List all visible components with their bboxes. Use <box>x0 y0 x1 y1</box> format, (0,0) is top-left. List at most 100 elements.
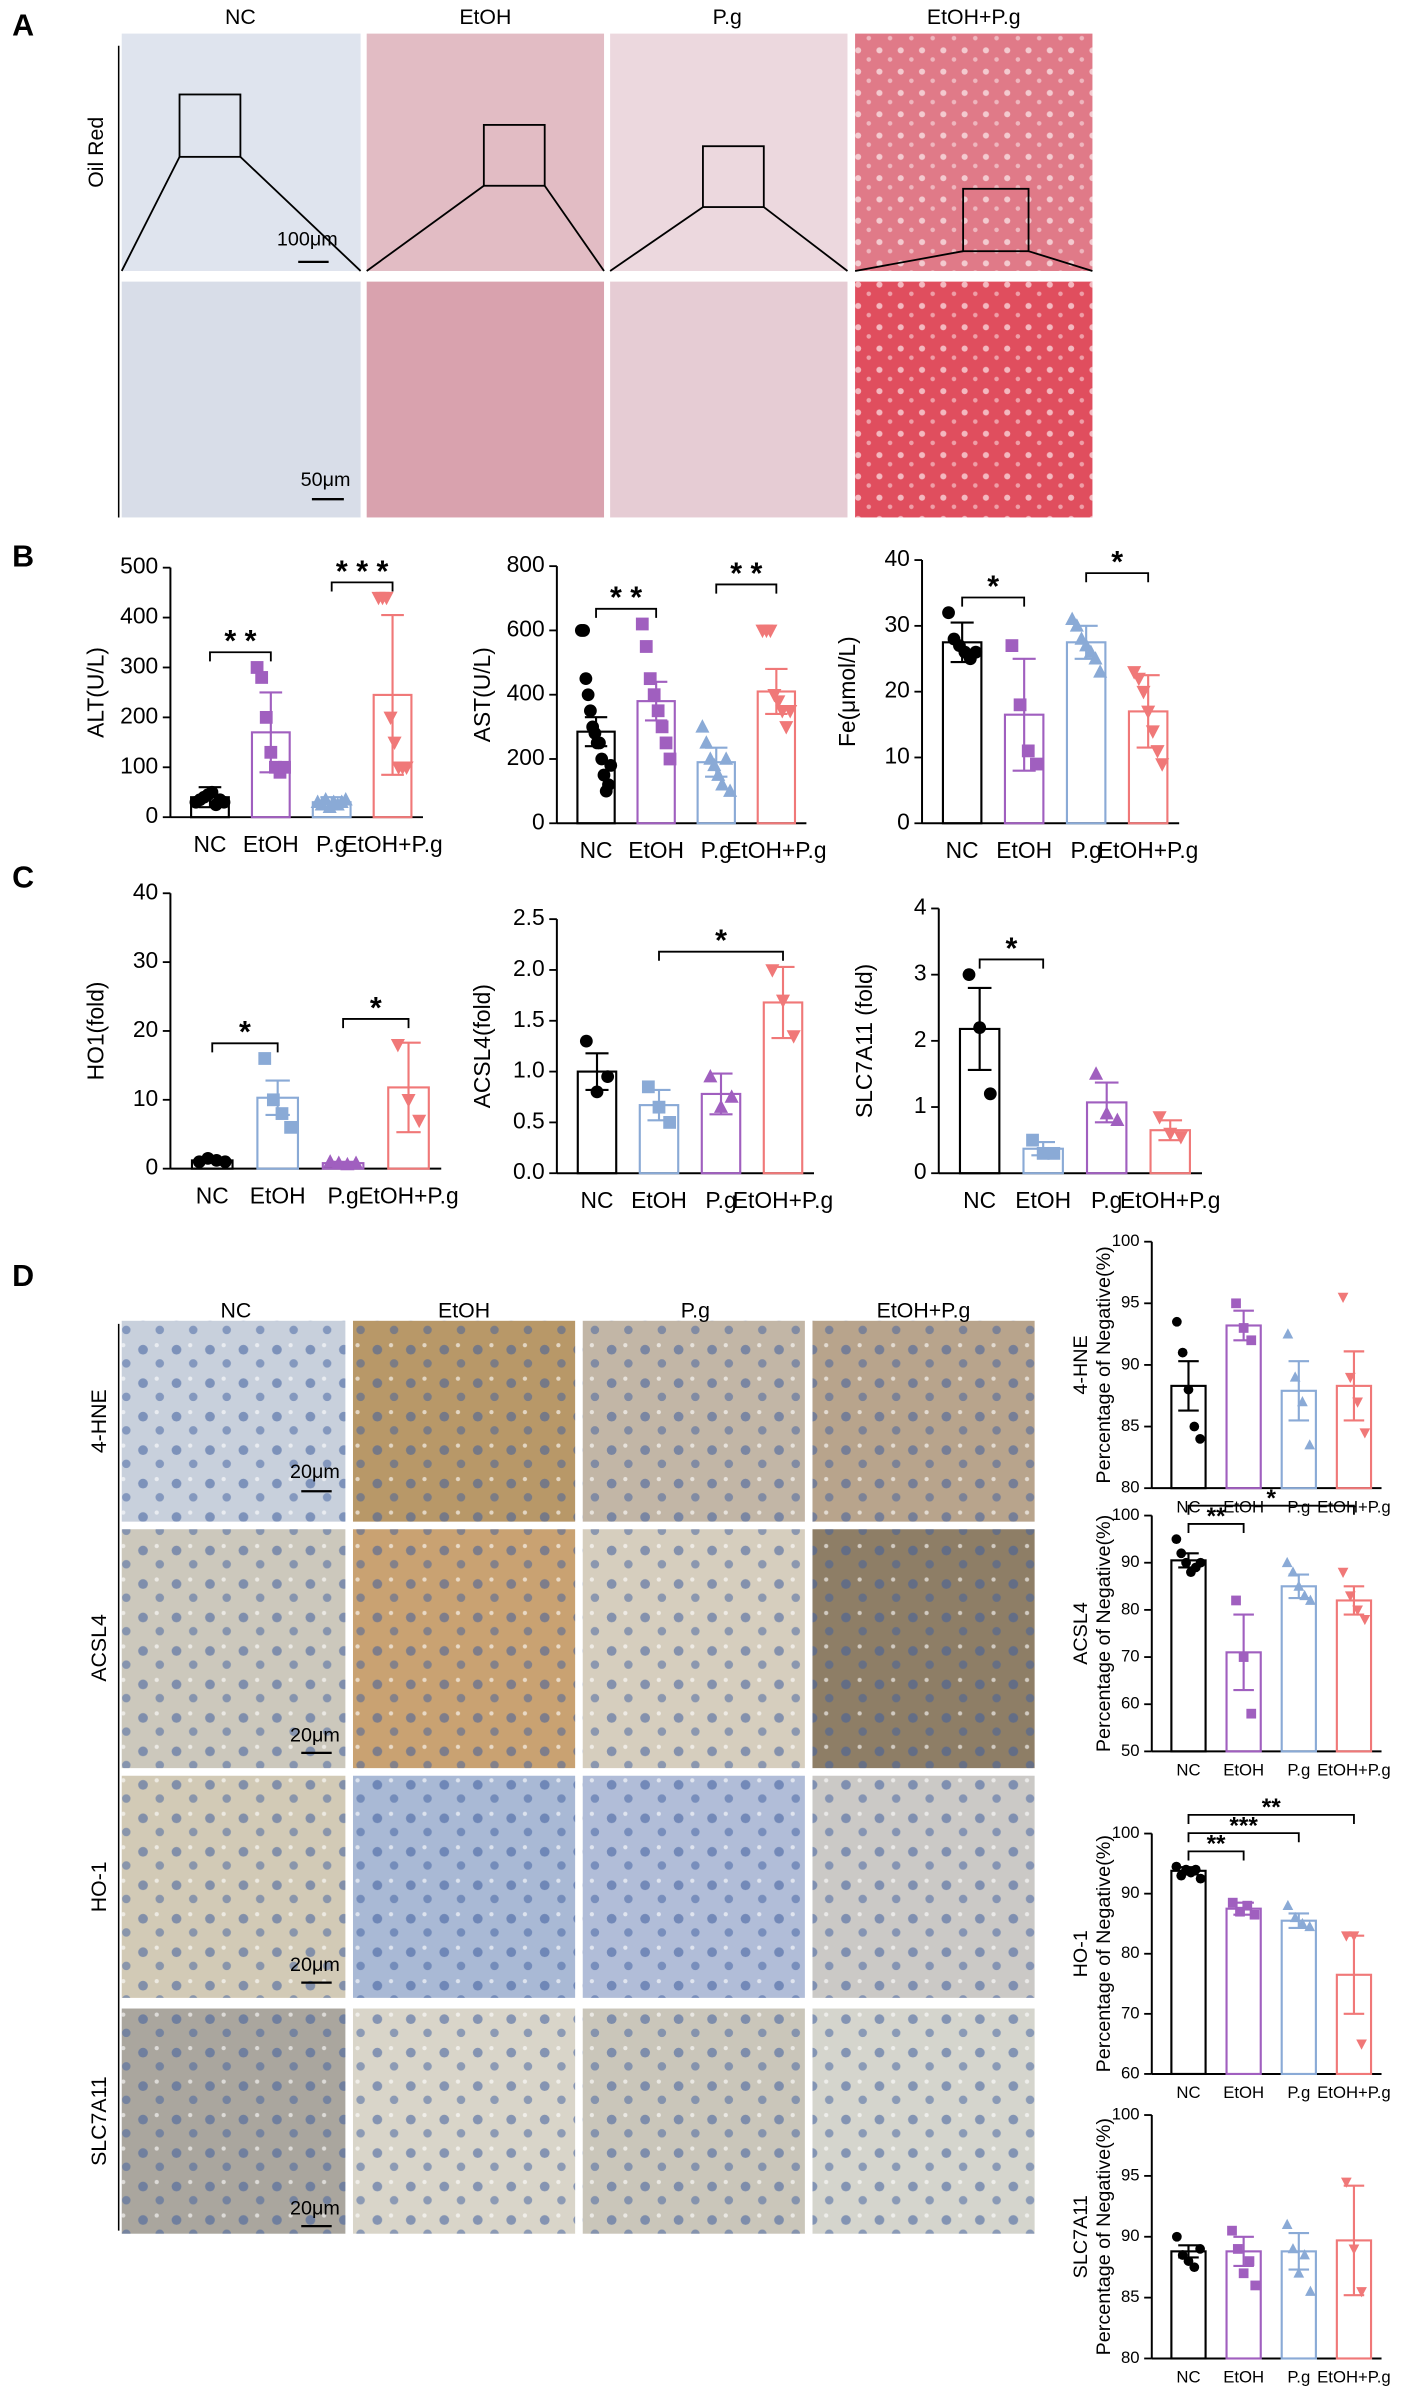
data-point <box>1282 1899 1294 1911</box>
data-point <box>1152 1111 1167 1125</box>
data-point <box>1344 1372 1356 1384</box>
data-point <box>401 1094 416 1108</box>
y-axis-label: Percentage of Negative(%) <box>1093 1246 1115 1483</box>
data-point <box>323 1154 338 1168</box>
y-tick-label: 85 <box>1121 1416 1140 1435</box>
significance-label: *** <box>1229 1812 1258 1839</box>
x-tick-label: P.g <box>705 1187 736 1213</box>
data-point <box>1195 1873 1206 1884</box>
data-point <box>659 736 673 750</box>
micrograph-texture <box>855 33 1093 271</box>
significance-label: ** <box>1207 1831 1226 1858</box>
y-tick-label: 2 <box>914 1026 927 1052</box>
y-tick-label: 3 <box>914 960 927 986</box>
data-point <box>1155 758 1170 772</box>
data-point <box>1036 1146 1050 1160</box>
bar <box>1225 1907 1262 2076</box>
data-point <box>1047 1146 1061 1160</box>
y-tick-label: 95 <box>1121 1293 1140 1312</box>
scale-bar-label: 20μm <box>290 1461 340 1483</box>
bar <box>941 641 983 825</box>
data-point <box>1227 1897 1238 1908</box>
data-point <box>1093 664 1108 678</box>
y-tick-label: 100 <box>120 752 158 778</box>
data-point <box>765 964 780 978</box>
x-tick-label: NC <box>1176 2083 1200 2102</box>
x-tick-label: P.g <box>316 831 347 857</box>
data-point <box>1227 2225 1237 2236</box>
data-point <box>962 968 976 982</box>
data-point <box>579 1034 593 1048</box>
error-bar <box>1288 1360 1310 1422</box>
data-point <box>1304 1439 1316 1450</box>
x-tick-label: EtOH <box>1015 1187 1071 1213</box>
x-tick-label: NC <box>963 1187 996 1213</box>
data-point <box>259 710 273 724</box>
data-point <box>1242 1900 1253 1911</box>
x-tick-label: EtOH+P.g <box>1098 837 1198 863</box>
data-point <box>275 1107 289 1120</box>
zoom-box <box>482 123 546 187</box>
data-point <box>1356 2287 1367 2298</box>
significance-label: * <box>239 1015 251 1049</box>
x-tick-label: EtOH+P.g <box>358 1183 458 1209</box>
data-point <box>713 1099 729 1113</box>
data-point <box>1030 757 1043 771</box>
significance-label: ** <box>1207 1503 1226 1530</box>
data-point <box>1005 639 1019 652</box>
data-point <box>1287 1566 1299 1577</box>
data-point <box>1305 1594 1316 1605</box>
significance-label: * * <box>224 624 256 658</box>
column-label: EtOH <box>438 1298 490 1322</box>
significance-label: * <box>370 991 382 1025</box>
data-point <box>1150 745 1165 759</box>
data-point <box>584 704 597 718</box>
column-label: P.g <box>681 1298 710 1322</box>
x-tick-label: NC <box>196 1183 229 1209</box>
data-point <box>379 591 394 606</box>
micrograph-texture <box>812 1320 1035 1522</box>
data-point <box>1231 1298 1241 1309</box>
significance-bracket <box>658 950 784 961</box>
data-point <box>641 1080 655 1094</box>
data-point <box>1235 1906 1245 1917</box>
x-tick-label: NC <box>1176 1761 1200 1780</box>
micrograph-texture <box>812 2008 1035 2234</box>
x-tick-label: EtOH+P.g <box>1317 1761 1391 1780</box>
row-label: Oil Red <box>84 117 108 188</box>
data-point <box>604 759 618 772</box>
data-point <box>1359 1614 1371 1626</box>
y-axis-label: HO-1 <box>1070 1930 1092 1977</box>
data-point <box>1177 1347 1188 1358</box>
y-axis-label: Fe(μmol/L) <box>834 636 860 747</box>
x-tick-label: EtOH <box>1223 1497 1264 1516</box>
data-point <box>387 736 402 750</box>
y-tick-label: 600 <box>507 615 545 641</box>
y-tick-label: 300 <box>120 653 158 679</box>
data-point <box>250 661 264 674</box>
x-tick-label: P.g <box>327 1183 358 1209</box>
data-point <box>651 704 665 718</box>
data-point <box>1183 1384 1194 1395</box>
data-point <box>1337 1567 1349 1579</box>
x-tick-label: P.g <box>1287 2368 1310 2386</box>
y-tick-label: 0.5 <box>513 1107 545 1133</box>
panel-label: B <box>12 540 34 574</box>
data-point <box>786 1030 801 1044</box>
error-bar <box>381 614 404 776</box>
y-axis-label: HO1(fold) <box>82 982 108 1081</box>
data-point <box>1340 1931 1352 1942</box>
data-point <box>643 672 657 686</box>
y-tick-label: 30 <box>133 947 158 973</box>
data-point <box>1171 2231 1182 2242</box>
data-point <box>593 736 606 750</box>
column-label: P.g <box>713 5 742 29</box>
data-point <box>264 745 278 759</box>
x-tick-label: EtOH+P.g <box>733 1187 833 1213</box>
y-tick-label: 85 <box>1121 2287 1140 2306</box>
data-point <box>1136 685 1151 700</box>
data-point <box>779 721 794 735</box>
data-point <box>1171 1316 1182 1327</box>
data-point <box>1238 1323 1249 1333</box>
